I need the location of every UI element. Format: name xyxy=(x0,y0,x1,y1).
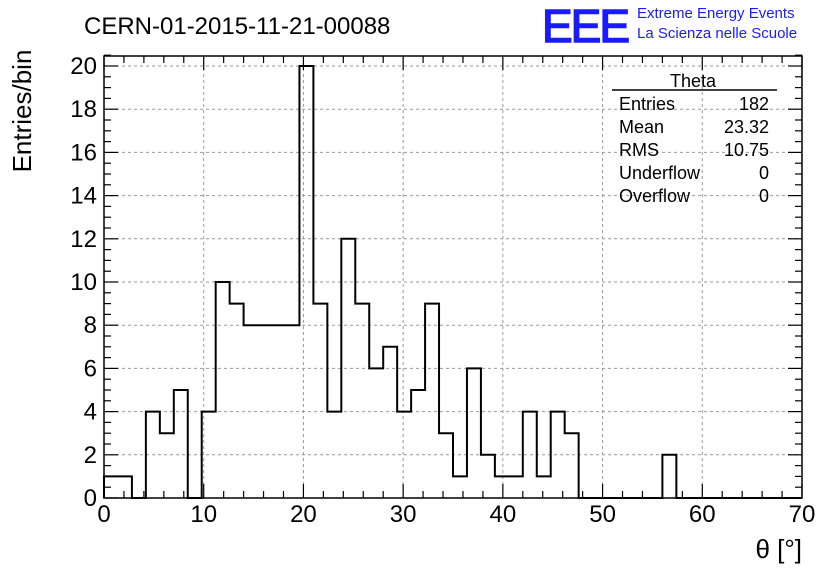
plot-frame xyxy=(103,55,803,499)
x-tick-label: 20 xyxy=(290,501,317,528)
y-tick-label: 6 xyxy=(84,355,97,382)
y-tick-label: 2 xyxy=(84,442,97,469)
x-tick-label: 30 xyxy=(390,501,417,528)
axis-ticks xyxy=(103,54,803,499)
y-tick-label: 0 xyxy=(84,485,97,512)
y-tick-label: 4 xyxy=(84,399,97,426)
stats-box: Theta Entries 182 Mean 23.32 RMS 10.75 Underfl… xyxy=(612,71,777,206)
x-tick-label: 70 xyxy=(789,501,816,528)
x-tick-label: 40 xyxy=(490,501,517,528)
x-tick-label: 50 xyxy=(589,501,616,528)
y-tick-label: 18 xyxy=(70,96,97,123)
x-tick-label: 60 xyxy=(689,501,716,528)
y-tick-label: 8 xyxy=(84,312,97,339)
y-axis-label: Entries/bin xyxy=(7,50,37,173)
y-tick-label: 14 xyxy=(70,183,97,210)
eee-logo-mark: EEE xyxy=(542,0,628,52)
stats-row-value: 0 xyxy=(759,186,769,206)
y-tick-label: 12 xyxy=(70,226,97,253)
stats-row-value: 23.32 xyxy=(724,117,769,137)
stats-row-value: 182 xyxy=(739,94,769,114)
stats-row-value: 10.75 xyxy=(724,140,769,160)
stats-row-label: Entries xyxy=(619,94,675,114)
stats-row-label: Underflow xyxy=(619,163,701,183)
stats-row-label: RMS xyxy=(619,140,659,160)
stats-row-label: Overflow xyxy=(619,186,691,206)
stats-row-label: Mean xyxy=(619,117,664,137)
x-tick-label: 10 xyxy=(190,501,217,528)
y-tick-label: 20 xyxy=(70,53,97,80)
stats-row-value: 0 xyxy=(759,163,769,183)
eee-logo: EEE Extreme Energy Events La Scienza nel… xyxy=(541,0,797,53)
eee-logo-line2: La Scienza nelle Scuole xyxy=(637,25,797,42)
eee-logo-line1: Extreme Energy Events xyxy=(637,5,795,22)
x-tick-label: 0 xyxy=(97,501,110,528)
stats-box-rows: Entries 182 Mean 23.32 RMS 10.75 Underflow 0 Ove… xyxy=(619,94,769,206)
stats-box-title: Theta xyxy=(670,71,717,91)
y-tick-label: 10 xyxy=(70,269,97,296)
y-tick-label: 16 xyxy=(70,139,97,166)
x-axis-label: θ [°] xyxy=(755,534,802,564)
run-title: CERN-01-2015-11-21-00088 xyxy=(84,13,390,40)
